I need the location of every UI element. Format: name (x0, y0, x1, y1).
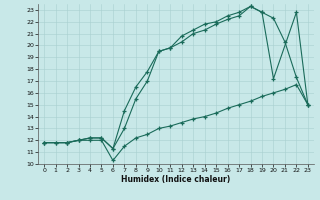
X-axis label: Humidex (Indice chaleur): Humidex (Indice chaleur) (121, 175, 231, 184)
